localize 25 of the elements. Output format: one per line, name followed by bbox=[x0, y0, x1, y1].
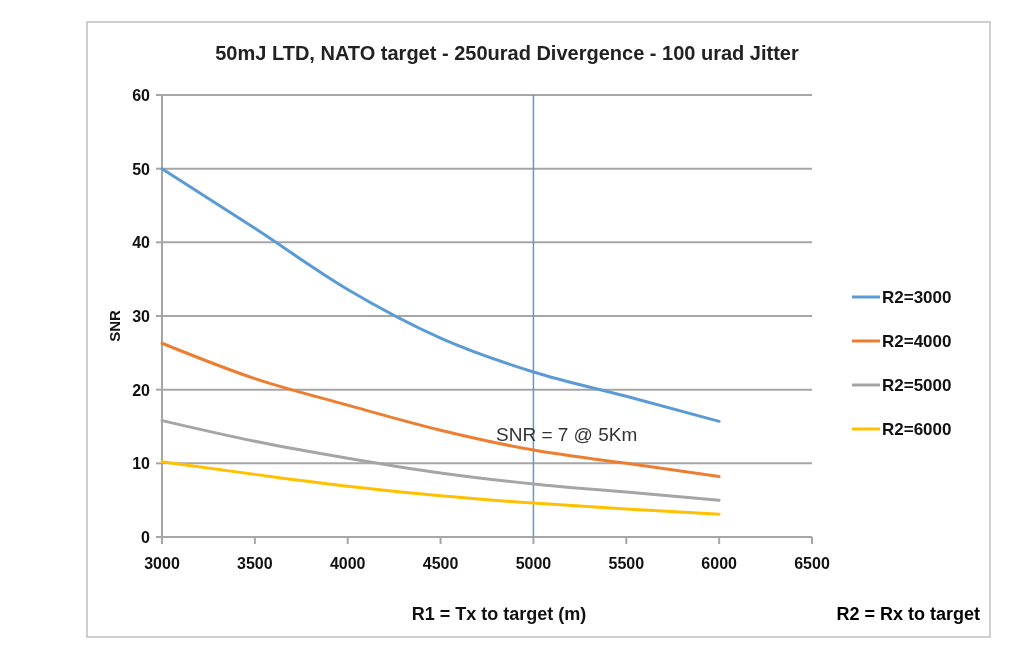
line-series bbox=[160, 460, 721, 516]
legend-label: R2=5000 bbox=[882, 376, 952, 395]
y-tick-label: 0 bbox=[141, 529, 151, 546]
x-tick-label: 6500 bbox=[794, 555, 830, 572]
x-tick-label: 4000 bbox=[329, 555, 366, 572]
y-tick-label: 60 bbox=[132, 87, 151, 104]
legend-label: R2=3000 bbox=[882, 288, 952, 307]
legend-label: R2=4000 bbox=[882, 332, 952, 351]
chart-title: 50mJ LTD, NATO target - 250urad Divergence - 100 urad Jitter bbox=[215, 42, 799, 64]
y-axis-title: SNR bbox=[106, 310, 123, 342]
line-series bbox=[160, 341, 721, 479]
x-tick-label: 4500 bbox=[422, 555, 459, 572]
x-tick-label: 3500 bbox=[237, 555, 273, 572]
y-tick-label: 30 bbox=[132, 308, 151, 325]
y-tick-label: 40 bbox=[132, 234, 151, 252]
y-tick-label: 20 bbox=[132, 381, 151, 399]
x-tick-label: 5500 bbox=[608, 555, 645, 572]
x-axis-title: R1 = Tx to target (m) bbox=[411, 604, 587, 624]
y-tick-label: 50 bbox=[132, 160, 151, 178]
y-tick-label: 10 bbox=[132, 455, 151, 473]
x-tick-label: 6000 bbox=[701, 555, 738, 572]
legend-label: R2=6000 bbox=[882, 420, 952, 439]
text: R2 = Rx to target bbox=[836, 604, 980, 624]
x-tick-label: 3000 bbox=[144, 555, 180, 572]
x-tick-label: 5000 bbox=[515, 555, 552, 572]
